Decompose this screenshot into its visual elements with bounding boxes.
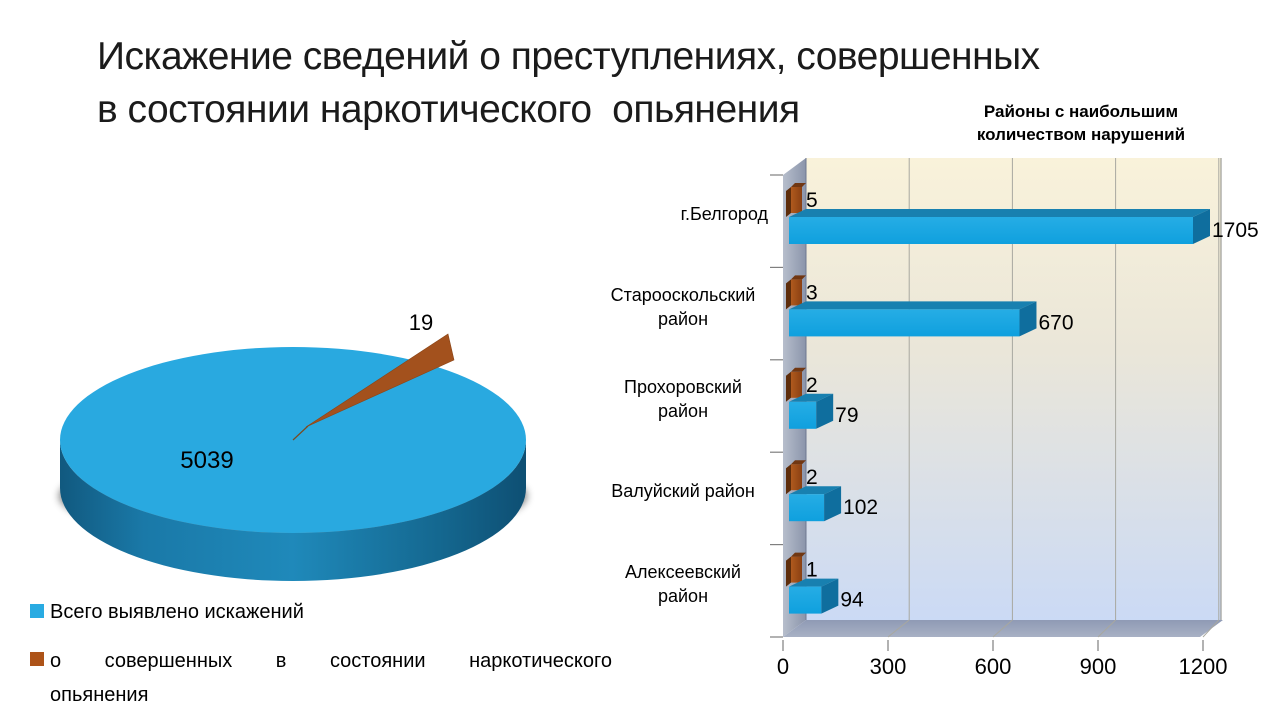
page-title-line-2: в состоянии наркотического опьянения [97, 88, 800, 131]
gridline-floor [887, 619, 910, 638]
legend-swatch-total [30, 604, 44, 618]
bar-total-top [789, 578, 839, 587]
category-label: Валуйский район [611, 481, 755, 502]
bar-drug-side [786, 464, 791, 495]
x-axis-tick-label: 1200 [1179, 654, 1228, 679]
bar-total-value-label: 670 [1038, 311, 1073, 334]
bar-drug [791, 187, 802, 213]
bar-total [789, 309, 1020, 337]
bar-total-end [821, 578, 839, 614]
chart-axis: 0 300 600 900 1200 [770, 174, 1228, 679]
bar-total [789, 401, 817, 429]
bar-drug-value-label: 2 [806, 374, 818, 397]
bar-total-value-label: 102 [843, 496, 878, 519]
x-axis-tick-label: 900 [1080, 654, 1117, 679]
pie-chart-svg: 19 5039 [59, 310, 527, 581]
pie-label-drug: 19 [409, 310, 433, 335]
category-label: г.Белгород [680, 204, 768, 225]
bar-drug-value-label: 2 [806, 466, 818, 489]
bar-total-end [1193, 209, 1210, 244]
bar-total-value-label: 1705 [1212, 219, 1259, 242]
bar-drug-top [791, 552, 806, 557]
gridline-floor [992, 619, 1013, 638]
legend-label-drug: о совершенных в состоянии наркотического… [50, 644, 612, 712]
pie-slice-drug [305, 333, 455, 428]
legend-label-drug-line-1: о совершенных в состоянии наркотического [50, 650, 612, 672]
page-title: Искажение сведений о преступлениях, сове… [97, 30, 1217, 136]
category-label: Старооскольский район [610, 284, 756, 329]
bar-drug-value-label: 1 [806, 559, 818, 582]
chart-bars: 5 1705 3 670 2 79 2 102 1 94 [786, 183, 1259, 614]
bar-total-top [789, 393, 834, 402]
bar-drug-side [786, 556, 791, 587]
x-axis-tick-label: 300 [870, 654, 907, 679]
bar-total-value-label: 94 [840, 589, 864, 612]
bar-drug-side [786, 187, 791, 217]
bar-chart: 5 1705 3 670 2 79 2 102 1 94 0 300 600 900 1200 [755, 140, 1280, 700]
bar-total-end [824, 486, 842, 522]
pie-label-total: 5039 [180, 447, 233, 474]
bar-drug [791, 279, 802, 306]
bar-drug-top [791, 183, 806, 187]
bar-total-end [1019, 301, 1037, 337]
bar-drug [791, 371, 802, 398]
legend-label-total: Всего выявлено искажений [50, 601, 304, 623]
bar-drug-top [791, 367, 806, 372]
bar-drug-top [791, 460, 806, 465]
pie-slice-edge-line [292, 425, 309, 441]
bar-chart-svg: 5 1705 3 670 2 79 2 102 1 94 0 300 600 900 1200 [770, 158, 1259, 679]
pie-chart: 19 5039 [20, 300, 580, 610]
bar-total [789, 217, 1193, 244]
x-axis-tick-label: 0 [777, 654, 789, 679]
bar-total-top [789, 301, 1037, 310]
category-label: Прохоровский район [624, 377, 742, 421]
pie-side [60, 440, 526, 581]
legend-label-drug-line-2: опьянения [50, 684, 149, 706]
bar-drug-value-label: 5 [806, 189, 818, 212]
gridline-floor [1202, 619, 1220, 638]
bar-total-top [789, 209, 1210, 217]
bar-total-top [789, 486, 842, 495]
bar-drug [791, 556, 802, 583]
bar-drug-side [786, 279, 791, 310]
category-label: Алексеевский район [625, 561, 741, 606]
legend-swatch-drug [30, 652, 44, 666]
gridline-floor [1097, 619, 1116, 638]
bar-total [789, 586, 822, 614]
bar-drug [791, 464, 802, 491]
bar-drug-side [786, 371, 791, 402]
bar-drug-top [791, 275, 806, 280]
x-axis-tick-label: 600 [975, 654, 1012, 679]
bar-total [789, 494, 825, 522]
bar-chart-title: Районы с наибольшим количеством нарушени… [976, 102, 1186, 144]
bar-drug-value-label: 3 [806, 281, 818, 304]
page-title-line-1: Искажение сведений о преступлениях, сове… [97, 35, 1040, 78]
bar-total-value-label: 79 [835, 404, 858, 427]
bar-total-end [816, 393, 834, 429]
